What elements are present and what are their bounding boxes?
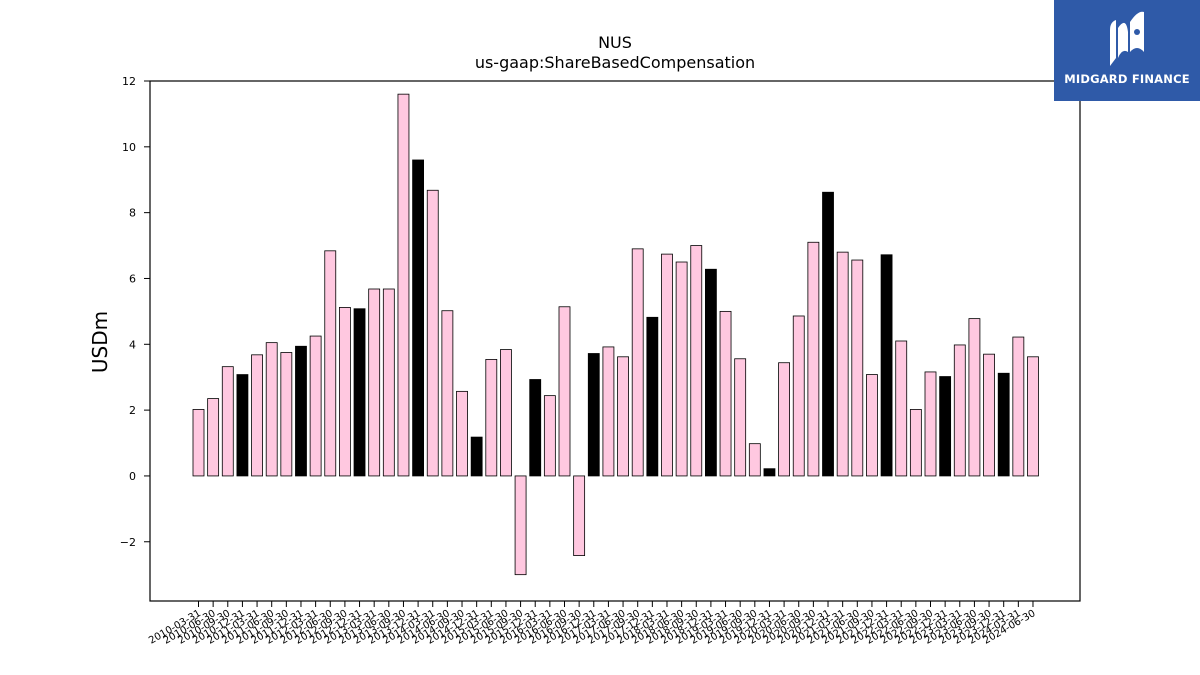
bar-2022-09-30	[924, 371, 937, 477]
bar-2011-03-31	[251, 354, 263, 477]
plot-frame	[149, 80, 1081, 602]
brand-logo: MIDGARD FINANCE	[1054, 0, 1200, 101]
bar-2021-09-30	[866, 374, 878, 477]
bar-2016-09-30	[573, 475, 586, 556]
bar-2013-06-30	[382, 288, 395, 477]
bar-2011-12-31	[295, 345, 307, 477]
bar-2010-12-31	[236, 374, 249, 477]
bar-2020-03-31	[778, 362, 790, 477]
bar-2019-09-30	[748, 443, 761, 477]
bar-2020-09-30	[807, 241, 820, 477]
bar-2021-12-31	[880, 254, 893, 477]
chart-subtitle: us-gaap:ShareBasedCompensation	[475, 53, 755, 72]
bar-2019-12-31	[763, 468, 776, 477]
bar-2018-06-30	[675, 261, 688, 477]
bar-2024-03-31	[1012, 336, 1025, 477]
bar-2020-12-31	[822, 191, 834, 477]
y-tick-label: 4	[129, 338, 136, 351]
bar-2017-03-31	[602, 346, 615, 477]
y-tick-label: 8	[129, 207, 136, 220]
bar-2017-12-31	[646, 316, 659, 477]
bar-2022-03-31	[895, 340, 908, 477]
bar-2020-06-30	[792, 315, 805, 477]
bar-2018-12-31	[705, 268, 717, 477]
bar-2016-03-31	[543, 395, 556, 477]
bar-2023-06-30	[968, 318, 981, 477]
midgard-logo-icon	[1110, 11, 1144, 66]
bar-2015-09-30	[514, 475, 527, 576]
bar-2014-03-31	[426, 189, 439, 477]
bar-2018-03-31	[661, 253, 673, 477]
bar-2012-12-31	[353, 308, 366, 477]
bar-2012-09-30	[338, 307, 351, 477]
chart-title: NUS	[598, 33, 632, 52]
bar-2011-06-30	[265, 342, 278, 477]
y-tick-label: 0	[129, 470, 136, 483]
bar-2012-03-31	[309, 335, 322, 477]
bar-2010-06-30	[207, 398, 220, 477]
bar-2013-12-31	[412, 159, 425, 477]
bar-2015-06-30	[500, 349, 512, 477]
bar-2022-12-31	[939, 376, 952, 477]
bar-2010-09-30	[221, 366, 234, 477]
bar-2017-06-30	[617, 356, 629, 477]
bars-group	[192, 93, 1039, 576]
bar-2015-03-31	[485, 359, 498, 477]
bar-2014-06-30	[441, 310, 454, 477]
bar-2016-12-31	[587, 353, 600, 477]
bar-2016-06-30	[558, 306, 571, 477]
bar-2015-12-31	[529, 379, 542, 477]
bar-2012-06-30	[324, 250, 337, 477]
bar-2017-09-30	[631, 248, 644, 477]
bar-2013-09-30	[397, 93, 410, 477]
bar-2021-06-30	[851, 259, 864, 477]
bar-2024-06-30	[1027, 356, 1039, 477]
y-tick-label: 10	[122, 141, 136, 154]
bar-2014-09-30	[456, 390, 468, 477]
bar-2023-12-31	[997, 372, 1010, 477]
bar-2013-03-31	[368, 288, 381, 477]
bar-2023-03-31	[953, 344, 966, 477]
y-tick-label: 12	[122, 75, 136, 88]
bar-2019-03-31	[719, 310, 732, 477]
bar-2021-03-31	[836, 251, 849, 477]
bar-2011-09-30	[280, 352, 293, 477]
bar-2023-09-30	[983, 353, 995, 477]
y-tick-label: 2	[129, 404, 136, 417]
bar-2010-03-31	[192, 409, 205, 477]
y-axis-ticks: −2 0 2 4 6 8 10 12	[120, 75, 150, 549]
y-axis-label: USDm	[88, 311, 112, 373]
bar-2022-06-30	[909, 409, 922, 477]
bar-2018-09-30	[690, 245, 703, 477]
x-axis-ticks: 2010-03-312010-06-302010-09-302010-12-31…	[147, 601, 1037, 647]
bar-2014-12-31	[470, 436, 483, 477]
y-tick-label: −2	[120, 536, 136, 549]
y-tick-label: 6	[129, 272, 136, 285]
brand-name: MIDGARD FINANCE	[1064, 72, 1190, 86]
bar-2019-06-30	[734, 358, 747, 477]
